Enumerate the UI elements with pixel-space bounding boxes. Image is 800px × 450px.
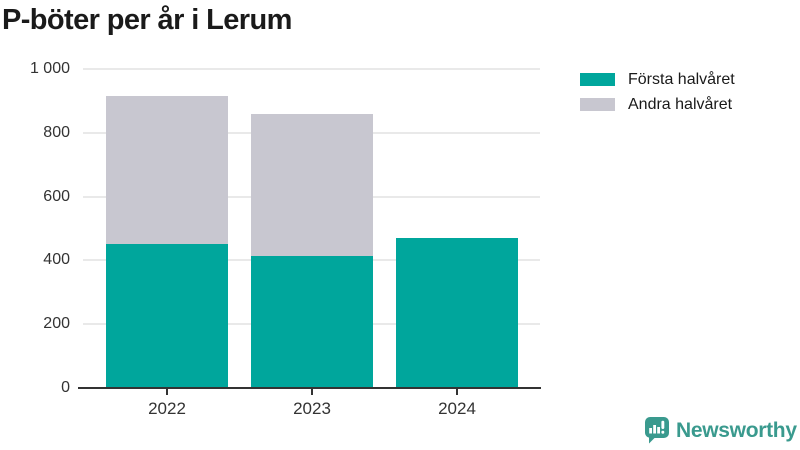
legend-item-first-half: Första halvåret xyxy=(580,71,735,88)
x-tick-label-2023: 2023 xyxy=(293,399,331,418)
bar-2023-first-half xyxy=(251,255,373,388)
y-tick-label-400: 400 xyxy=(43,251,70,269)
x-tick-label-2022: 2022 xyxy=(148,399,186,418)
legend-label-first-half: Första halvåret xyxy=(628,70,735,88)
chart-title: P-böter per år i Lerum xyxy=(2,4,292,36)
legend: Första halvåret Andra halvåret xyxy=(580,71,735,113)
x-tick-label-2024: 2024 xyxy=(438,399,476,418)
bar-2022-first-half xyxy=(106,244,228,388)
x-axis-line xyxy=(78,387,541,389)
y-tick-label-800: 800 xyxy=(43,123,70,141)
y-tick-label-200: 200 xyxy=(43,315,70,333)
legend-swatch-second-half-icon xyxy=(580,98,615,111)
newsworthy-wordmark: Newsworthy xyxy=(676,418,797,442)
bar-2022-second-half xyxy=(106,96,228,245)
gridline-1000 xyxy=(83,68,540,70)
bar-2023-second-half xyxy=(251,113,373,256)
y-tick-label-1000: 1 000 xyxy=(29,60,70,77)
x-tick-2024 xyxy=(456,389,458,395)
legend-swatch-first-half-icon xyxy=(580,73,615,86)
legend-item-second-half: Andra halvåret xyxy=(580,96,735,113)
bar-2024-first-half xyxy=(396,238,518,388)
y-tick-label-600: 600 xyxy=(43,187,70,205)
newsworthy-logo: Newsworthy xyxy=(645,417,797,444)
plot-area xyxy=(83,68,540,388)
y-tick-label-0: 0 xyxy=(61,379,70,396)
x-tick-2023 xyxy=(311,389,313,395)
newsworthy-speech-bubble-bar-chart-icon xyxy=(645,417,669,444)
legend-label-second-half: Andra halvåret xyxy=(628,95,733,113)
x-tick-2022 xyxy=(166,389,168,395)
